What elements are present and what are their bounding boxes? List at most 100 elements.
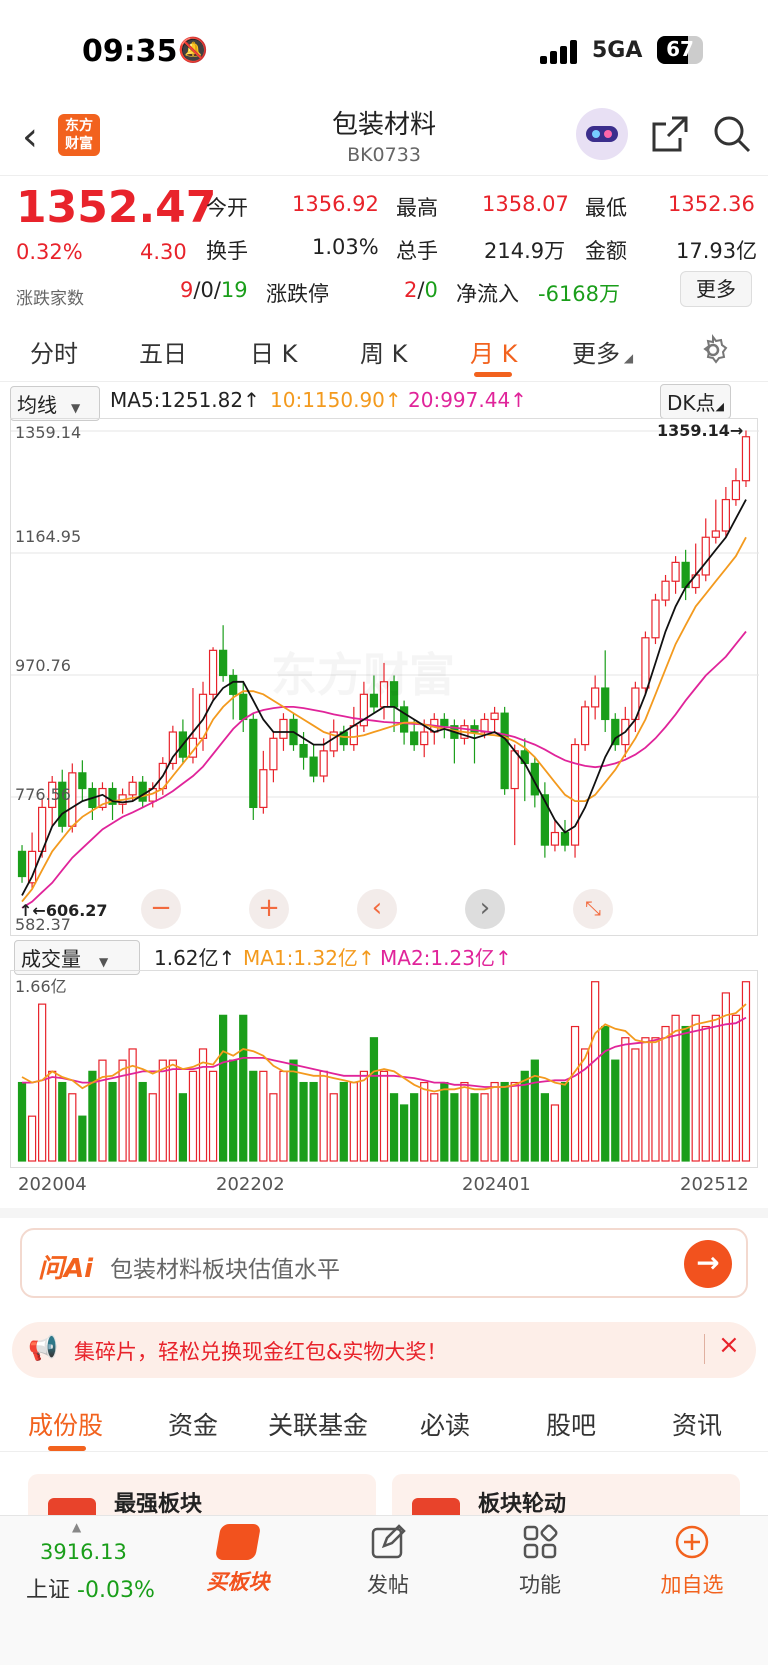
search-icon[interactable] (712, 114, 752, 154)
index-value[interactable]: 3916.13 (40, 1540, 127, 1564)
candle (470, 719, 479, 764)
candle-body (58, 781, 67, 827)
share-icon[interactable] (650, 114, 690, 154)
volume-max-label: 1.66亿 (15, 977, 67, 996)
candle-body (259, 769, 268, 809)
netflow-value: -6168万 (538, 282, 621, 306)
candle-body (530, 762, 539, 796)
volume-bar (399, 1104, 409, 1162)
nav-bar: ‹ 东方 财富 包装材料 BK0733 (0, 100, 768, 176)
volume-bar (48, 1070, 57, 1162)
x-tick-1: 202004 (18, 1174, 87, 1195)
tab-daily-k[interactable]: 日 K (250, 340, 298, 368)
updown-counts: 9/0/19 (180, 278, 248, 302)
back-icon[interactable]: ‹ (22, 114, 38, 160)
volume-bar (591, 981, 600, 1162)
volume-bar (118, 1059, 127, 1162)
tab-weekly-k[interactable]: 周 K (360, 340, 408, 368)
volume-bar (98, 1059, 107, 1162)
volume-bar (299, 1081, 308, 1162)
volume-bar (701, 1025, 710, 1162)
tab-news[interactable]: 资讯 (672, 1411, 723, 1440)
candle-body (540, 794, 549, 846)
volume-bar (17, 1081, 27, 1162)
add-watchlist-button[interactable]: 加自选 (652, 1524, 732, 1599)
close-icon[interactable]: × (718, 1330, 740, 1360)
volume-bar (148, 1093, 157, 1162)
volume-bar (631, 1048, 640, 1162)
volume-bar (339, 1081, 348, 1162)
candle (48, 775, 57, 827)
tab-forum[interactable]: 股吧 (546, 1411, 597, 1440)
tab-funds[interactable]: 资金 (168, 1411, 219, 1440)
more-quote-button[interactable]: 更多 (680, 271, 752, 307)
volume-bar (58, 1081, 67, 1162)
ma20-legend: 20:997.44↑ (408, 388, 527, 412)
scroll-left-button[interactable]: ‹ (357, 889, 397, 929)
volume-chart[interactable]: 1.66亿 (10, 970, 758, 1168)
ai-send-button[interactable]: → (684, 1240, 732, 1288)
volume-bar (188, 1070, 198, 1162)
volume-bar (450, 1093, 459, 1162)
volume-bar (27, 1115, 37, 1162)
tab-monthly-k[interactable]: 月 K (470, 340, 518, 368)
dk-point-button[interactable]: DK点◢ (660, 384, 731, 419)
scroll-right-button[interactable]: › (465, 889, 505, 929)
tab-more[interactable]: 更多 ◢ (572, 340, 634, 368)
promo-banner[interactable]: 📢 集碎片，轻松兑换现金红包&实物大奖！ × (12, 1322, 756, 1378)
zoom-in-button[interactable]: + (249, 889, 289, 929)
y-tick-2: 1164.95 (15, 527, 82, 546)
candle-body (560, 831, 570, 846)
volume-bar (168, 1059, 177, 1162)
candle (17, 845, 27, 883)
megaphone-icon: 📢 (28, 1334, 58, 1362)
candle-body (239, 693, 248, 721)
robot-avatar-icon[interactable] (576, 108, 628, 160)
tab-intraday[interactable]: 分时 (30, 340, 78, 368)
candle-body (570, 743, 580, 846)
volume-indicator-selector[interactable]: 成交量 ▼ (14, 940, 140, 975)
zoom-out-button[interactable]: − (141, 889, 181, 929)
section-tabs: 成份股 资金 关联基金 必读 股吧 资讯 (0, 1380, 768, 1452)
candle (510, 744, 519, 846)
max-price-label: 1359.14→ (657, 421, 744, 440)
y-tick-1: 1359.14 (15, 423, 82, 442)
tab-constituents[interactable]: 成份股 (28, 1411, 104, 1440)
settings-gear-icon[interactable] (697, 334, 729, 366)
x-tick-3: 202401 (462, 1174, 531, 1195)
volume-bar (480, 1093, 489, 1162)
ai-ask-box[interactable]: 问Ai 包装材料板块估值水平 → (20, 1228, 748, 1298)
candle-body (480, 718, 489, 733)
ma5-legend: MA5:1251.82↑ (110, 388, 260, 412)
limit-counts: 2/0 (404, 278, 438, 302)
volume-bar (570, 1025, 580, 1162)
tab-must-read[interactable]: 必读 (420, 1411, 471, 1440)
ma-selector[interactable]: 均线 ▼ (10, 386, 100, 421)
post-button[interactable]: 发帖 (348, 1524, 428, 1599)
high-value: 1358.07 (482, 192, 569, 216)
buy-board-button[interactable]: 买板块 (198, 1524, 278, 1596)
functions-button[interactable]: 功能 (500, 1524, 580, 1599)
candle-body (701, 536, 710, 576)
ai-prompt[interactable]: 包装材料板块估值水平 (110, 1257, 340, 1283)
fullscreen-icon[interactable]: ⤡ (573, 889, 613, 929)
tab-related-funds[interactable]: 关联基金 (268, 1411, 369, 1440)
candle-body (319, 750, 328, 777)
volume-value-legend: 1.62亿↑ (154, 946, 236, 970)
candle-body (601, 687, 610, 721)
tab-five-day[interactable]: 五日 (139, 340, 187, 368)
kline-svg (11, 430, 759, 909)
candle (208, 647, 218, 701)
volume-bar (621, 1037, 630, 1162)
volume-bar (711, 1014, 720, 1162)
period-tabs: 分时 五日 日 K 周 K 月 K 更多 ◢ (0, 320, 768, 382)
candle (661, 574, 670, 607)
index-quote[interactable]: 上证 -0.03% (26, 1578, 155, 1603)
volume-bar (601, 1025, 610, 1162)
change-value: 4.30 (140, 240, 187, 264)
volume-bar (329, 1093, 338, 1162)
logo-text-top: 东方 (65, 118, 93, 134)
high-label: 最高 (396, 196, 438, 220)
volume-bar (208, 1070, 218, 1162)
